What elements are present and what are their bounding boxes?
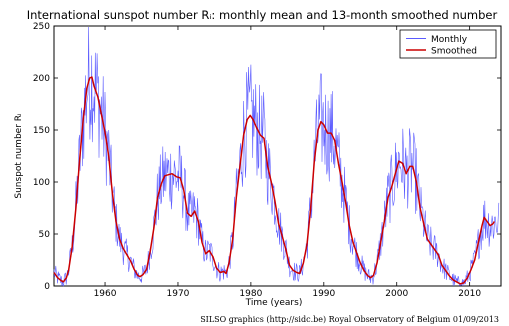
y-tick-label: 200 — [33, 74, 50, 84]
y-tick-label: 0 — [44, 282, 50, 292]
y-tick-label: 250 — [33, 22, 50, 32]
monthly-line — [53, 26, 500, 287]
chart-title: International sunspot number Rᵢ: monthly… — [27, 8, 498, 22]
x-tick-label: 2010 — [458, 289, 481, 299]
x-axis-label: Time (years) — [245, 298, 303, 308]
smoothed-series-layer — [53, 76, 496, 285]
smoothed-line — [53, 76, 496, 285]
y-tick-label: 150 — [33, 126, 50, 136]
y-axis: 0 50 100 150 200 250 — [33, 22, 501, 292]
y-axis-label: Sunspot number Rᵢ — [14, 113, 24, 199]
x-tick-label: 2000 — [385, 289, 408, 299]
x-axis: 1960 1970 1980 1990 2000 2010 — [94, 26, 481, 299]
legend-monthly-label: Monthly — [431, 35, 468, 45]
y-tick-label: 100 — [33, 178, 50, 188]
legend: Monthly Smoothed — [399, 29, 497, 59]
x-tick-label: 1980 — [239, 289, 262, 299]
x-tick-label: 1970 — [167, 289, 190, 299]
legend-box — [399, 29, 497, 59]
x-tick-label: 1990 — [312, 289, 335, 299]
legend-smoothed-label: Smoothed — [431, 47, 477, 57]
monthly-series-layer — [53, 26, 500, 287]
credit-line: SILSO graphics (http://sidc.be) Royal Ob… — [200, 315, 499, 324]
x-tick-label: 1960 — [94, 289, 117, 299]
y-tick-label: 50 — [39, 230, 51, 240]
plot-area — [53, 25, 502, 287]
